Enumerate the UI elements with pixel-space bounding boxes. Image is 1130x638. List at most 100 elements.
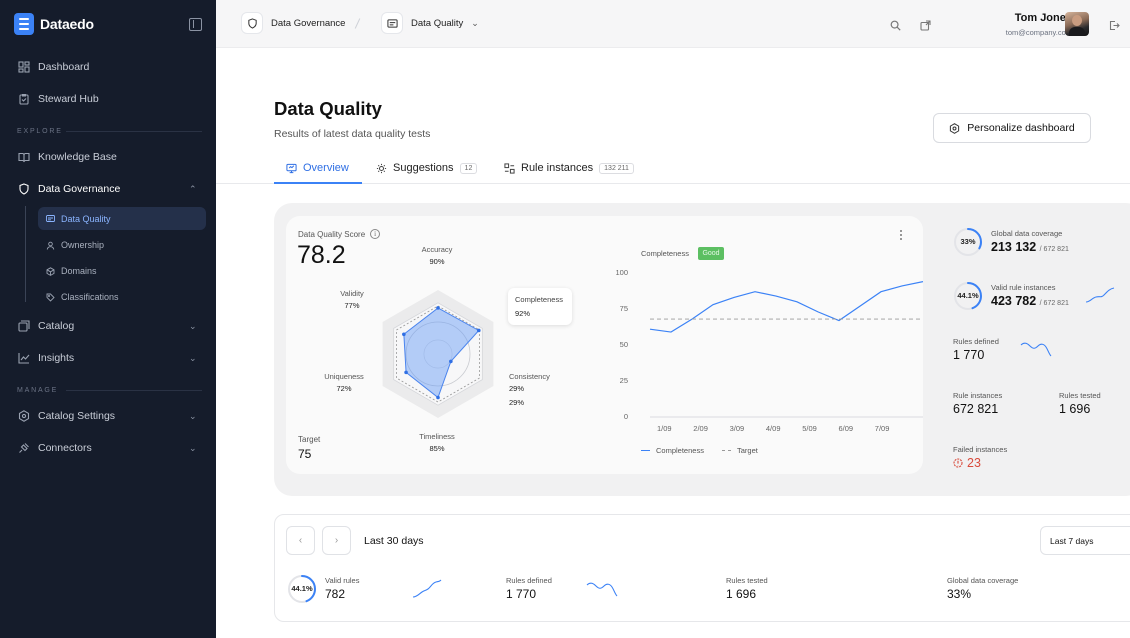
legend-completeness: Completeness	[641, 446, 704, 455]
range-label: Last 30 days	[364, 535, 424, 547]
sidebar-subitem-classifications[interactable]: Classifications	[46, 292, 119, 302]
sidebar: Dataedo Dashboard Steward Hub EXPLORE Kn…	[0, 0, 216, 638]
logout-icon[interactable]	[1109, 18, 1120, 31]
period-select[interactable]: Last 7 days	[1040, 526, 1130, 555]
chevron-up-icon[interactable]: ⌃	[189, 184, 197, 194]
sidebar-item-knowledge-base[interactable]: Knowledge Base	[18, 151, 117, 163]
radar-label-timeliness: Timeliness 85%	[410, 432, 464, 453]
alert-icon	[953, 458, 963, 468]
personalize-label: Personalize dashboard	[967, 122, 1075, 134]
legend-swatch	[641, 450, 650, 451]
series-completeness	[649, 281, 923, 333]
section-label-manage: MANAGE	[17, 387, 59, 394]
coverage-ring: 33%	[953, 227, 983, 257]
stat-label: Global data coverage	[947, 576, 1019, 585]
axis-name: Consistency	[509, 372, 550, 381]
stat-label: Failed instances	[953, 445, 1008, 454]
y-tick-label: 25	[619, 376, 628, 385]
chevron-down-icon[interactable]: ⌄	[189, 321, 197, 331]
stat-label: Rules tested	[1059, 391, 1101, 400]
stat-rules-tested-value: 1 696	[1059, 402, 1091, 416]
search-icon[interactable]	[890, 18, 901, 31]
sidebar-item-insights[interactable]: Insights	[18, 352, 74, 364]
user-email: tom@company.com	[1005, 28, 1072, 37]
info-icon[interactable]: i	[370, 229, 381, 239]
active-tab-indicator	[274, 182, 362, 184]
sidebar-subitem-domains[interactable]: Domains	[46, 266, 97, 276]
total: / 672 821	[1039, 300, 1069, 307]
stat-valid-value: 423 782 / 672 821	[991, 294, 1069, 308]
axis-name: Validity	[340, 289, 364, 298]
value: 213 132	[991, 240, 1037, 254]
sidebar-item-catalog-settings[interactable]: Catalog Settings	[18, 410, 115, 422]
sidebar-item-label: Steward Hub	[38, 93, 99, 105]
avatar[interactable]	[1065, 12, 1089, 36]
sidebar-item-dashboard[interactable]: Dashboard	[18, 61, 89, 73]
stat-failed-value[interactable]: 23	[953, 456, 981, 470]
breadcrumb-data-governance[interactable]: Data Governance	[241, 12, 345, 34]
y-tick-label: 100	[615, 268, 628, 277]
cube-icon	[46, 266, 55, 276]
radar-label-consistency: Consistency 29% 29%	[509, 372, 550, 407]
dataedo-logo-icon	[14, 13, 34, 35]
axis-value: 85%	[429, 444, 445, 453]
topbar: Data Governance Data Quality ⌄ Tom Jones…	[216, 0, 1130, 48]
chevron-down-icon[interactable]: ⌄	[189, 443, 197, 453]
axis-name: Timeliness	[419, 432, 455, 441]
tab-suggestions[interactable]: Suggestions 12	[376, 162, 478, 174]
breadcrumb-separator	[354, 18, 361, 29]
share-icon[interactable]	[920, 18, 931, 31]
clipboard-icon	[18, 93, 30, 105]
divider	[66, 390, 202, 391]
sidebar-subitem-label: Domains	[61, 266, 97, 276]
chevron-down-icon[interactable]: ⌄	[471, 17, 479, 28]
radar-grid-ring	[405, 321, 471, 387]
more-options-icon[interactable]	[899, 230, 903, 242]
tab-label: Rule instances	[521, 162, 594, 174]
axis-value: 90%	[429, 257, 445, 266]
personalize-dashboard-button[interactable]: Personalize dashboard	[933, 113, 1091, 143]
x-tick-label: 6/09	[838, 424, 854, 433]
status-badge: Good	[698, 247, 724, 260]
collapse-sidebar-icon[interactable]	[189, 18, 202, 31]
next-period-button[interactable]: ›	[322, 526, 351, 555]
submenu-rail	[25, 206, 26, 302]
user-name[interactable]: Tom Jones	[1014, 12, 1072, 24]
sidebar-item-catalog[interactable]: Catalog	[18, 320, 74, 332]
rules-tested-value: 1 696	[726, 587, 757, 601]
y-tick-label: 50	[619, 340, 628, 349]
radar-label-accuracy: Accuracy 90%	[412, 245, 462, 266]
sparkline	[412, 579, 442, 598]
stat-label: Valid rule instances	[991, 283, 1056, 292]
x-tick-label: 3/09	[729, 424, 745, 433]
target-label: Target	[298, 435, 321, 444]
x-tick-label: 4/09	[765, 424, 781, 433]
tab-overview[interactable]: Overview	[286, 162, 349, 174]
chevron-down-icon[interactable]: ⌄	[189, 411, 197, 421]
radar-label-uniqueness: Uniqueness 72%	[318, 372, 370, 393]
sidebar-item-label: Catalog Settings	[38, 410, 116, 422]
breadcrumb-label: Data Governance	[271, 17, 346, 29]
radar-point	[436, 306, 440, 310]
previous-period-button[interactable]: ‹	[286, 526, 315, 555]
sidebar-item-connectors[interactable]: Connectors	[18, 442, 92, 454]
sidebar-item-data-governance[interactable]: Data Governance	[18, 183, 120, 195]
value: 23	[967, 456, 981, 470]
target-value: 75	[298, 447, 312, 461]
stat-label: Rule instances	[953, 391, 1003, 400]
rules-icon	[504, 162, 515, 174]
axis-target-value: 29%	[509, 398, 525, 407]
tab-rule-instances[interactable]: Rule instances 132 211	[504, 162, 634, 174]
sidebar-subitem-label: Ownership	[61, 240, 105, 250]
sidebar-subitem-ownership[interactable]: Ownership	[46, 240, 104, 250]
sidebar-item-steward-hub[interactable]: Steward Hub	[18, 93, 99, 105]
sidebar-subitem-data-quality[interactable]: Data Quality	[38, 207, 206, 230]
quality-icon	[381, 12, 403, 34]
y-tick-label: 75	[619, 304, 628, 313]
tooltip-value: 92%	[515, 309, 531, 318]
chevron-down-icon[interactable]: ⌄	[189, 353, 197, 363]
x-tick-label: 7/09	[874, 424, 890, 433]
app-logo[interactable]: Dataedo	[14, 13, 94, 35]
lightbulb-icon	[376, 163, 387, 174]
breadcrumb-data-quality[interactable]: Data Quality ⌄	[381, 12, 479, 34]
